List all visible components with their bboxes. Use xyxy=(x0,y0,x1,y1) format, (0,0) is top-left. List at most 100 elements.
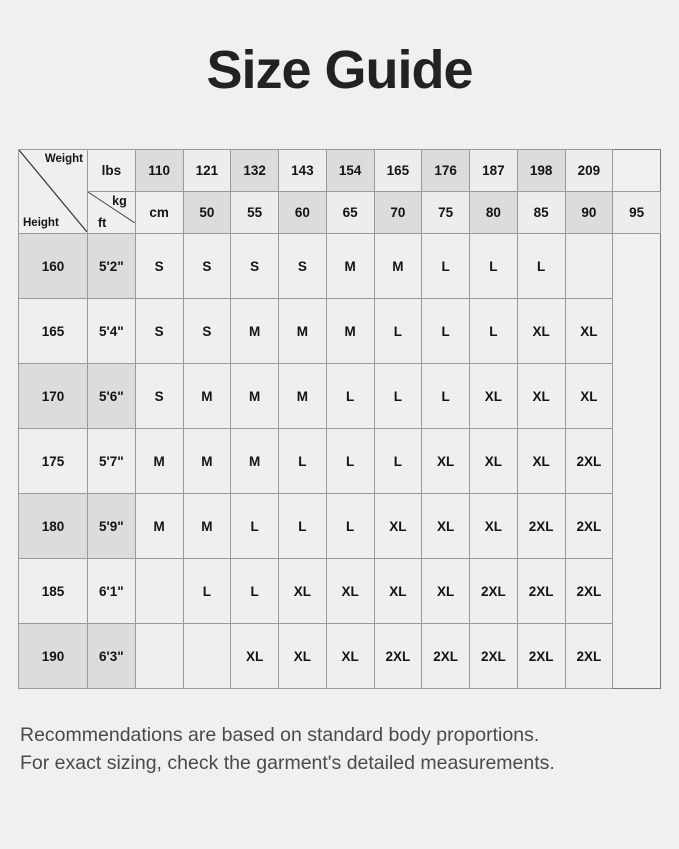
weight-lbs-header-7: 187 xyxy=(469,149,518,192)
size-cell-6-7: 2XL xyxy=(469,623,518,689)
size-cell-4-8: 2XL xyxy=(516,493,566,559)
table-header-row-kg: kg ft cm 50 55 60 65 70 75 80 85 90 95 xyxy=(19,191,661,234)
weight-kg-header-1: 55 xyxy=(230,191,279,234)
weight-kg-header-0: 50 xyxy=(182,191,232,234)
size-cell-0-0: S xyxy=(134,233,184,299)
size-cell-6-6: 2XL xyxy=(421,623,470,689)
size-cell-4-5: XL xyxy=(373,493,423,559)
size-cell-4-4: L xyxy=(325,493,375,559)
size-cell-5-7: 2XL xyxy=(469,558,518,624)
size-cell-1-4: M xyxy=(325,298,375,364)
weight-kg-header-4: 70 xyxy=(373,191,423,234)
size-cell-1-8: XL xyxy=(516,298,566,364)
height-cm-6: 190 xyxy=(18,623,88,689)
size-cell-6-0 xyxy=(134,623,184,689)
size-cell-6-1 xyxy=(182,623,232,689)
size-cell-6-8: 2XL xyxy=(516,623,566,689)
size-cell-3-1: M xyxy=(182,428,232,494)
height-cm-3: 175 xyxy=(18,428,88,494)
size-cell-1-3: M xyxy=(278,298,327,364)
size-cell-1-9: XL xyxy=(564,298,614,364)
height-ft-1: 5'4" xyxy=(87,298,136,364)
weight-kg-header-6: 80 xyxy=(469,191,518,234)
table-row: 180 5'9" M M L L L XL XL XL 2XL 2XL xyxy=(18,493,661,559)
size-cell-5-3: XL xyxy=(278,558,327,624)
height-cm-4: 180 xyxy=(18,493,88,559)
size-cell-0-7: L xyxy=(469,233,518,299)
size-cell-5-6: XL xyxy=(421,558,470,624)
weight-kg-header-2: 60 xyxy=(278,191,327,234)
unit-cm-cell: cm xyxy=(134,191,184,234)
size-cell-2-5: L xyxy=(373,363,423,429)
size-cell-5-0 xyxy=(134,558,184,624)
weight-kg-header-8: 90 xyxy=(564,191,614,234)
height-ft-6: 6'3" xyxy=(87,623,136,689)
size-cell-0-8: L xyxy=(516,233,566,299)
height-cm-0: 160 xyxy=(18,233,88,299)
size-cell-0-4: M xyxy=(325,233,375,299)
weight-lbs-header-1: 121 xyxy=(182,149,232,192)
size-cell-4-0: M xyxy=(134,493,184,559)
unit-ft-label: ft xyxy=(98,216,107,230)
size-cell-6-4: XL xyxy=(325,623,375,689)
size-cell-4-2: L xyxy=(230,493,279,559)
height-ft-4: 5'9" xyxy=(87,493,136,559)
weight-kg-header-9: 95 xyxy=(612,191,661,234)
height-cm-5: 185 xyxy=(18,558,88,624)
table-row: 160 5'2" S S S S M M L L L xyxy=(18,233,661,299)
weight-kg-header-7: 85 xyxy=(516,191,566,234)
size-cell-5-2: L xyxy=(230,558,279,624)
size-cell-3-5: L xyxy=(373,428,423,494)
height-ft-0: 5'2" xyxy=(87,233,136,299)
size-cell-1-1: S xyxy=(182,298,232,364)
weight-lbs-header-3: 143 xyxy=(278,149,327,192)
weight-kg-header-5: 75 xyxy=(421,191,470,234)
table-row: 165 5'4" S S M M M L L L XL XL xyxy=(18,298,661,364)
size-cell-0-6: L xyxy=(421,233,470,299)
size-cell-3-2: M xyxy=(230,428,279,494)
size-cell-2-0: S xyxy=(134,363,184,429)
size-cell-0-9 xyxy=(564,233,614,299)
size-cell-3-0: M xyxy=(134,428,184,494)
weight-lbs-header-4: 154 xyxy=(325,149,375,192)
size-cell-4-1: M xyxy=(182,493,232,559)
size-table-body: Weight Height lbs 110 121 132 143 154 16… xyxy=(18,149,661,689)
table-row: 185 6'1" L L XL XL XL XL 2XL 2XL 2XL xyxy=(18,558,661,624)
size-cell-3-4: L xyxy=(325,428,375,494)
size-cell-1-0: S xyxy=(134,298,184,364)
page-title: Size Guide xyxy=(206,40,473,100)
size-cell-6-9: 2XL xyxy=(564,623,614,689)
table-row: 175 5'7" M M M L L L XL XL XL 2XL xyxy=(18,428,661,494)
height-ft-2: 5'6" xyxy=(87,363,136,429)
size-cell-5-5: XL xyxy=(373,558,423,624)
size-cell-1-6: L xyxy=(421,298,470,364)
height-cm-2: 170 xyxy=(18,363,88,429)
table-row: 170 5'6" S M M M L L L XL XL XL xyxy=(18,363,661,429)
weight-lbs-header-9: 209 xyxy=(564,149,614,192)
size-cell-5-4: XL xyxy=(325,558,375,624)
weight-axis-label: Weight xyxy=(44,153,83,165)
height-ft-3: 5'7" xyxy=(87,428,136,494)
size-cell-2-8: XL xyxy=(516,363,566,429)
size-cell-6-2: XL xyxy=(230,623,279,689)
size-cell-4-6: XL xyxy=(421,493,470,559)
size-chart: Weight Height lbs 110 121 132 143 154 16… xyxy=(18,149,661,689)
weight-lbs-header-2: 132 xyxy=(230,149,279,192)
size-cell-1-5: L xyxy=(373,298,423,364)
size-cell-1-2: M xyxy=(230,298,279,364)
size-cell-4-3: L xyxy=(278,493,327,559)
size-cell-3-3: L xyxy=(278,428,327,494)
size-cell-6-5: 2XL xyxy=(373,623,423,689)
corner-weight-height-cell: Weight Height xyxy=(18,149,88,234)
size-cell-0-3: S xyxy=(278,233,327,299)
table-row: 190 6'3" XL XL XL 2XL 2XL 2XL 2XL 2XL xyxy=(18,623,661,689)
weight-kg-header-3: 65 xyxy=(325,191,375,234)
size-cell-3-7: XL xyxy=(469,428,518,494)
size-cell-4-7: XL xyxy=(469,493,518,559)
size-cell-6-3: XL xyxy=(278,623,327,689)
height-cm-1: 165 xyxy=(18,298,88,364)
size-cell-0-1: S xyxy=(182,233,232,299)
unit-kg-label: kg xyxy=(112,194,127,208)
size-cell-5-9: 2XL xyxy=(564,558,614,624)
